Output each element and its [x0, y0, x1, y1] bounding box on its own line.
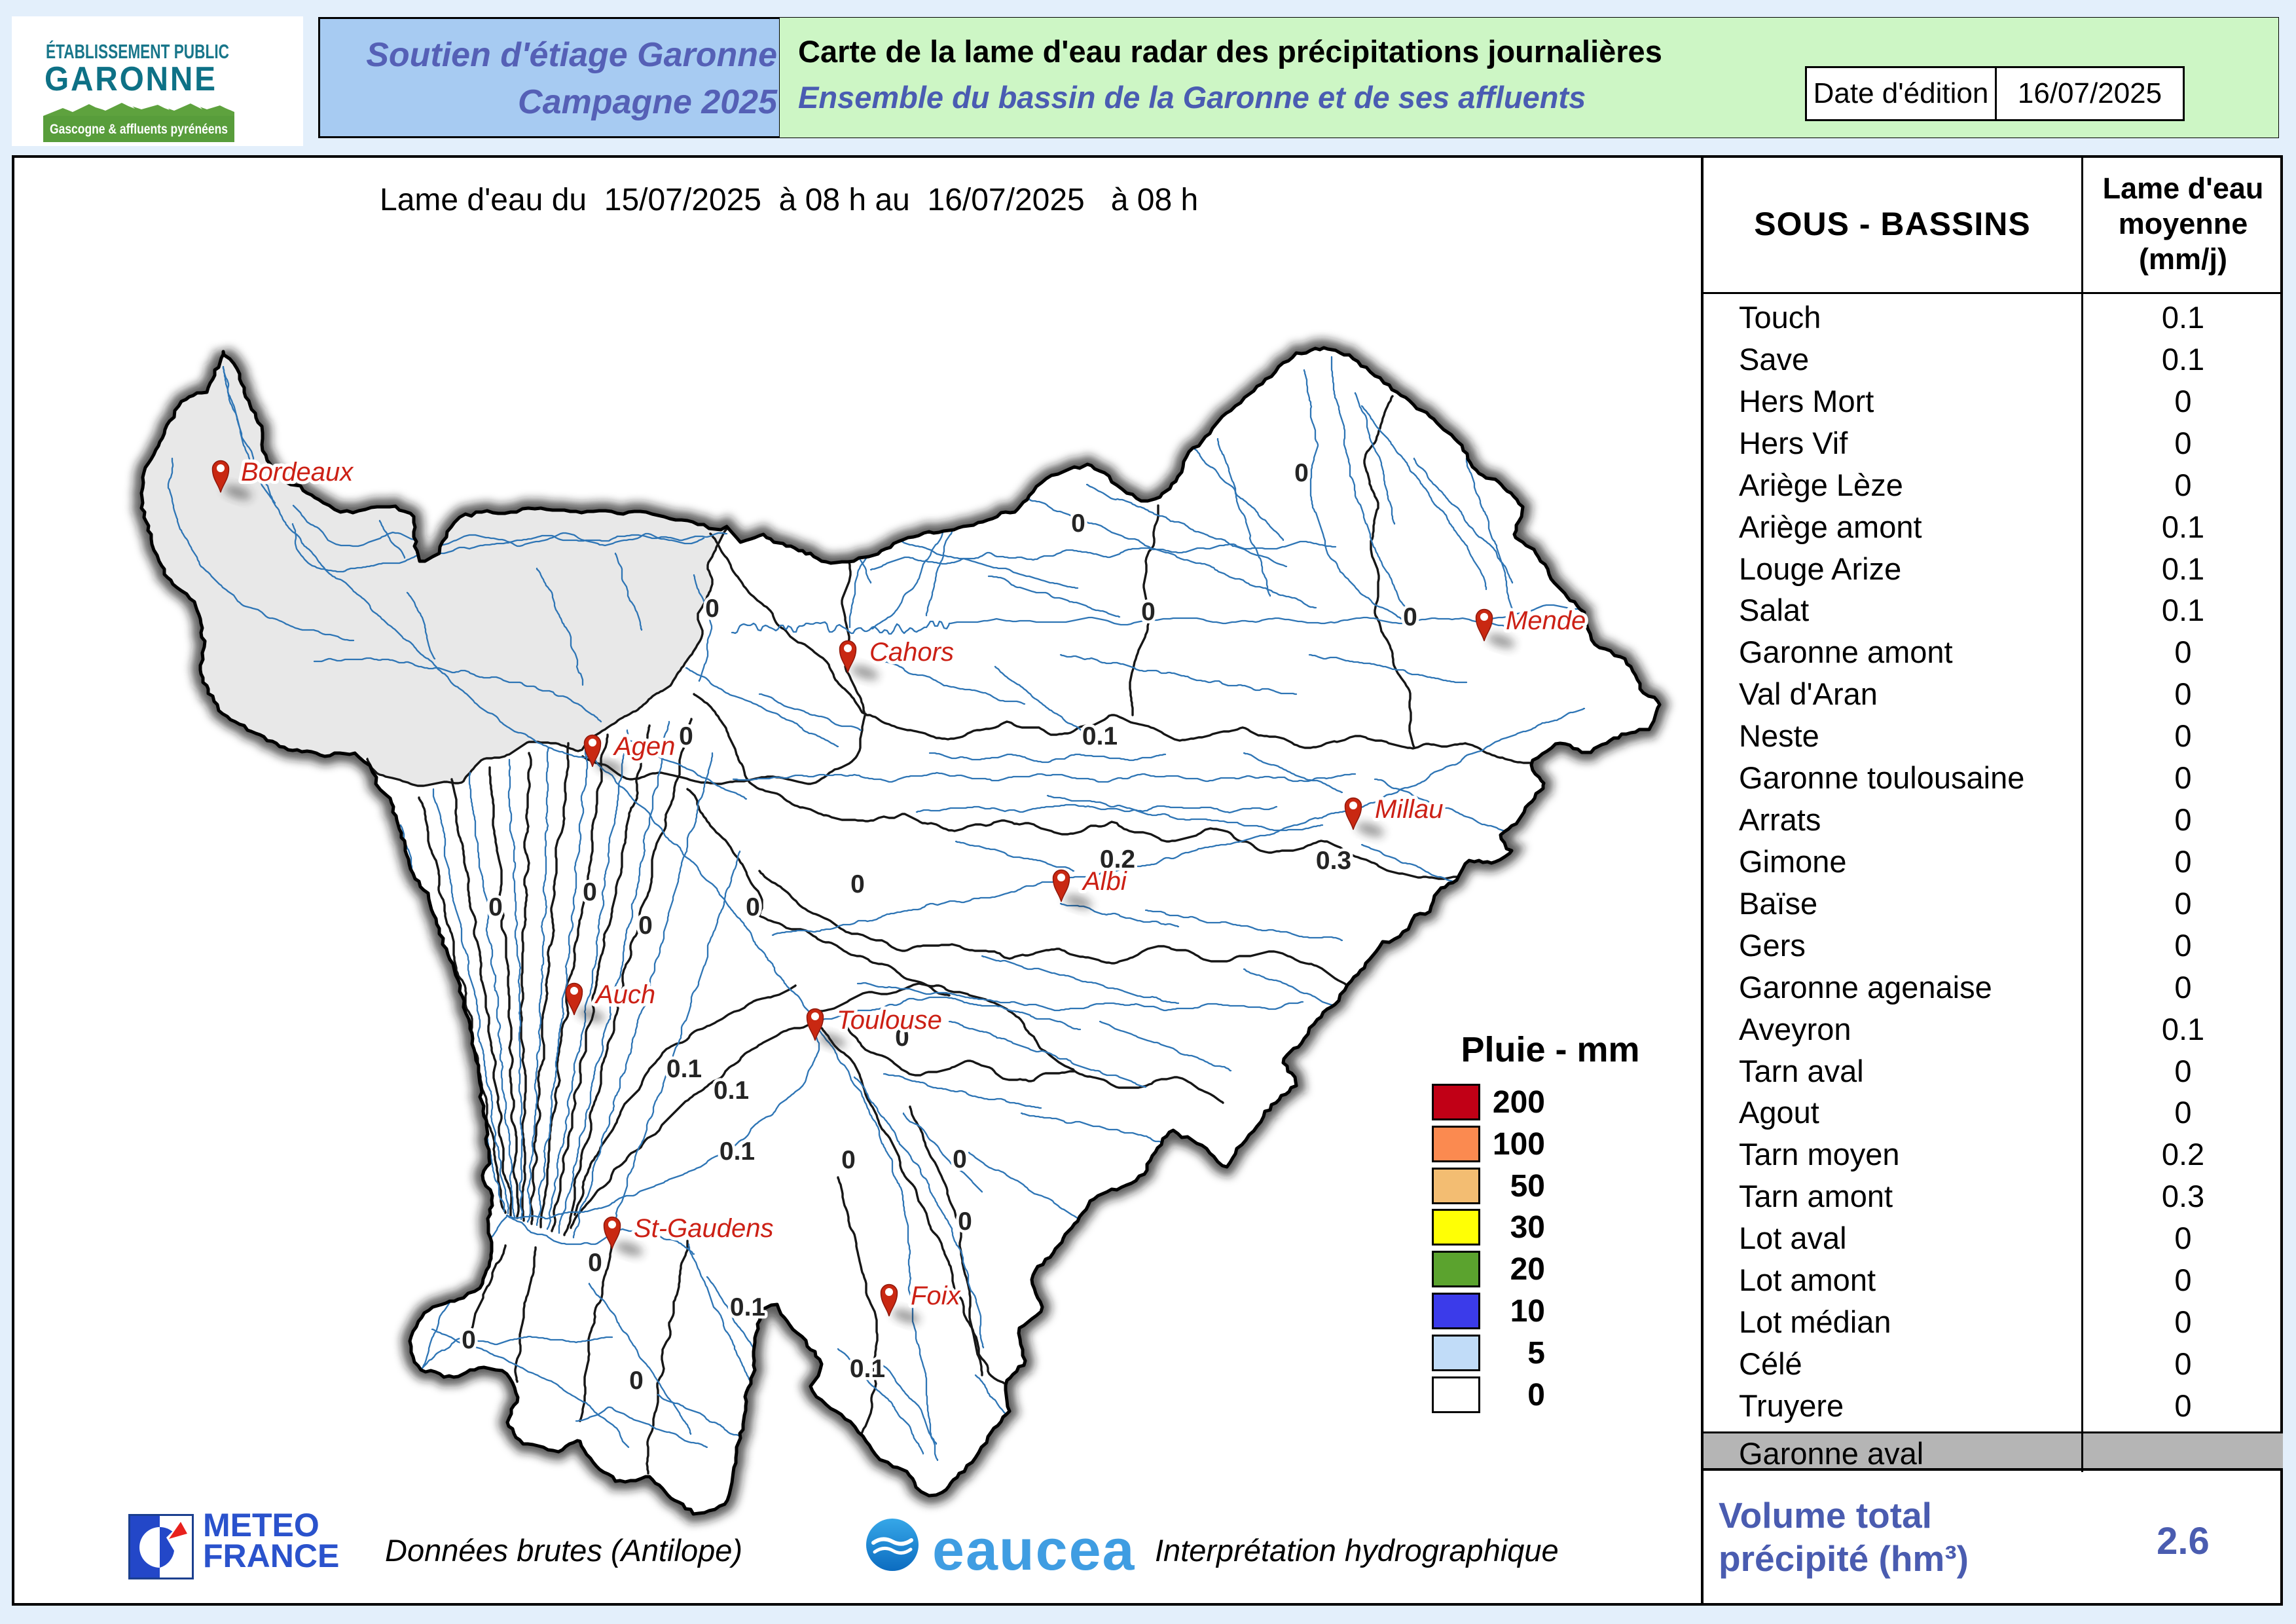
svg-text:Mende: Mende	[1506, 606, 1586, 635]
svg-text:0: 0	[488, 893, 503, 921]
svg-text:St-Gaudens: St-Gaudens	[634, 1214, 773, 1243]
svg-text:0: 0	[583, 878, 597, 906]
svg-text:0.2: 0.2	[1100, 845, 1135, 874]
svg-text:Gascogne & affluents pyrénéens: Gascogne & affluents pyrénéens	[50, 122, 228, 137]
svg-text:Toulouse: Toulouse	[837, 1006, 942, 1035]
svg-text:0.1: 0.1	[720, 1137, 755, 1166]
svg-text:0: 0	[588, 1249, 602, 1277]
svg-text:0: 0	[1071, 509, 1085, 538]
svg-text:0: 0	[953, 1145, 967, 1173]
svg-text:0.3: 0.3	[1316, 847, 1351, 875]
svg-text:Cahors: Cahors	[869, 638, 954, 667]
svg-text:0: 0	[850, 870, 865, 898]
svg-text:0: 0	[746, 893, 760, 921]
svg-text:0: 0	[895, 1024, 909, 1052]
svg-text:0: 0	[462, 1326, 476, 1354]
svg-text:0: 0	[958, 1208, 972, 1236]
svg-text:Bordeaux: Bordeaux	[241, 458, 354, 487]
svg-text:0: 0	[1294, 459, 1309, 487]
svg-text:0: 0	[841, 1146, 856, 1174]
svg-text:Agen: Agen	[613, 732, 675, 761]
svg-text:Auch: Auch	[594, 980, 655, 1009]
svg-text:0: 0	[679, 722, 693, 750]
svg-text:0: 0	[1141, 598, 1156, 626]
svg-text:0.1: 0.1	[850, 1355, 885, 1383]
svg-text:0: 0	[1403, 603, 1417, 631]
svg-text:0: 0	[705, 595, 720, 623]
svg-text:Foix: Foix	[911, 1282, 962, 1310]
svg-text:0.1: 0.1	[666, 1055, 702, 1083]
svg-text:Millau: Millau	[1375, 795, 1443, 824]
svg-text:0.1: 0.1	[730, 1293, 765, 1321]
svg-text:Albi: Albi	[1082, 867, 1127, 896]
svg-text:0: 0	[638, 912, 653, 940]
svg-text:0.1: 0.1	[1082, 722, 1118, 750]
svg-text:0: 0	[629, 1367, 644, 1395]
svg-text:0.1: 0.1	[714, 1077, 749, 1105]
